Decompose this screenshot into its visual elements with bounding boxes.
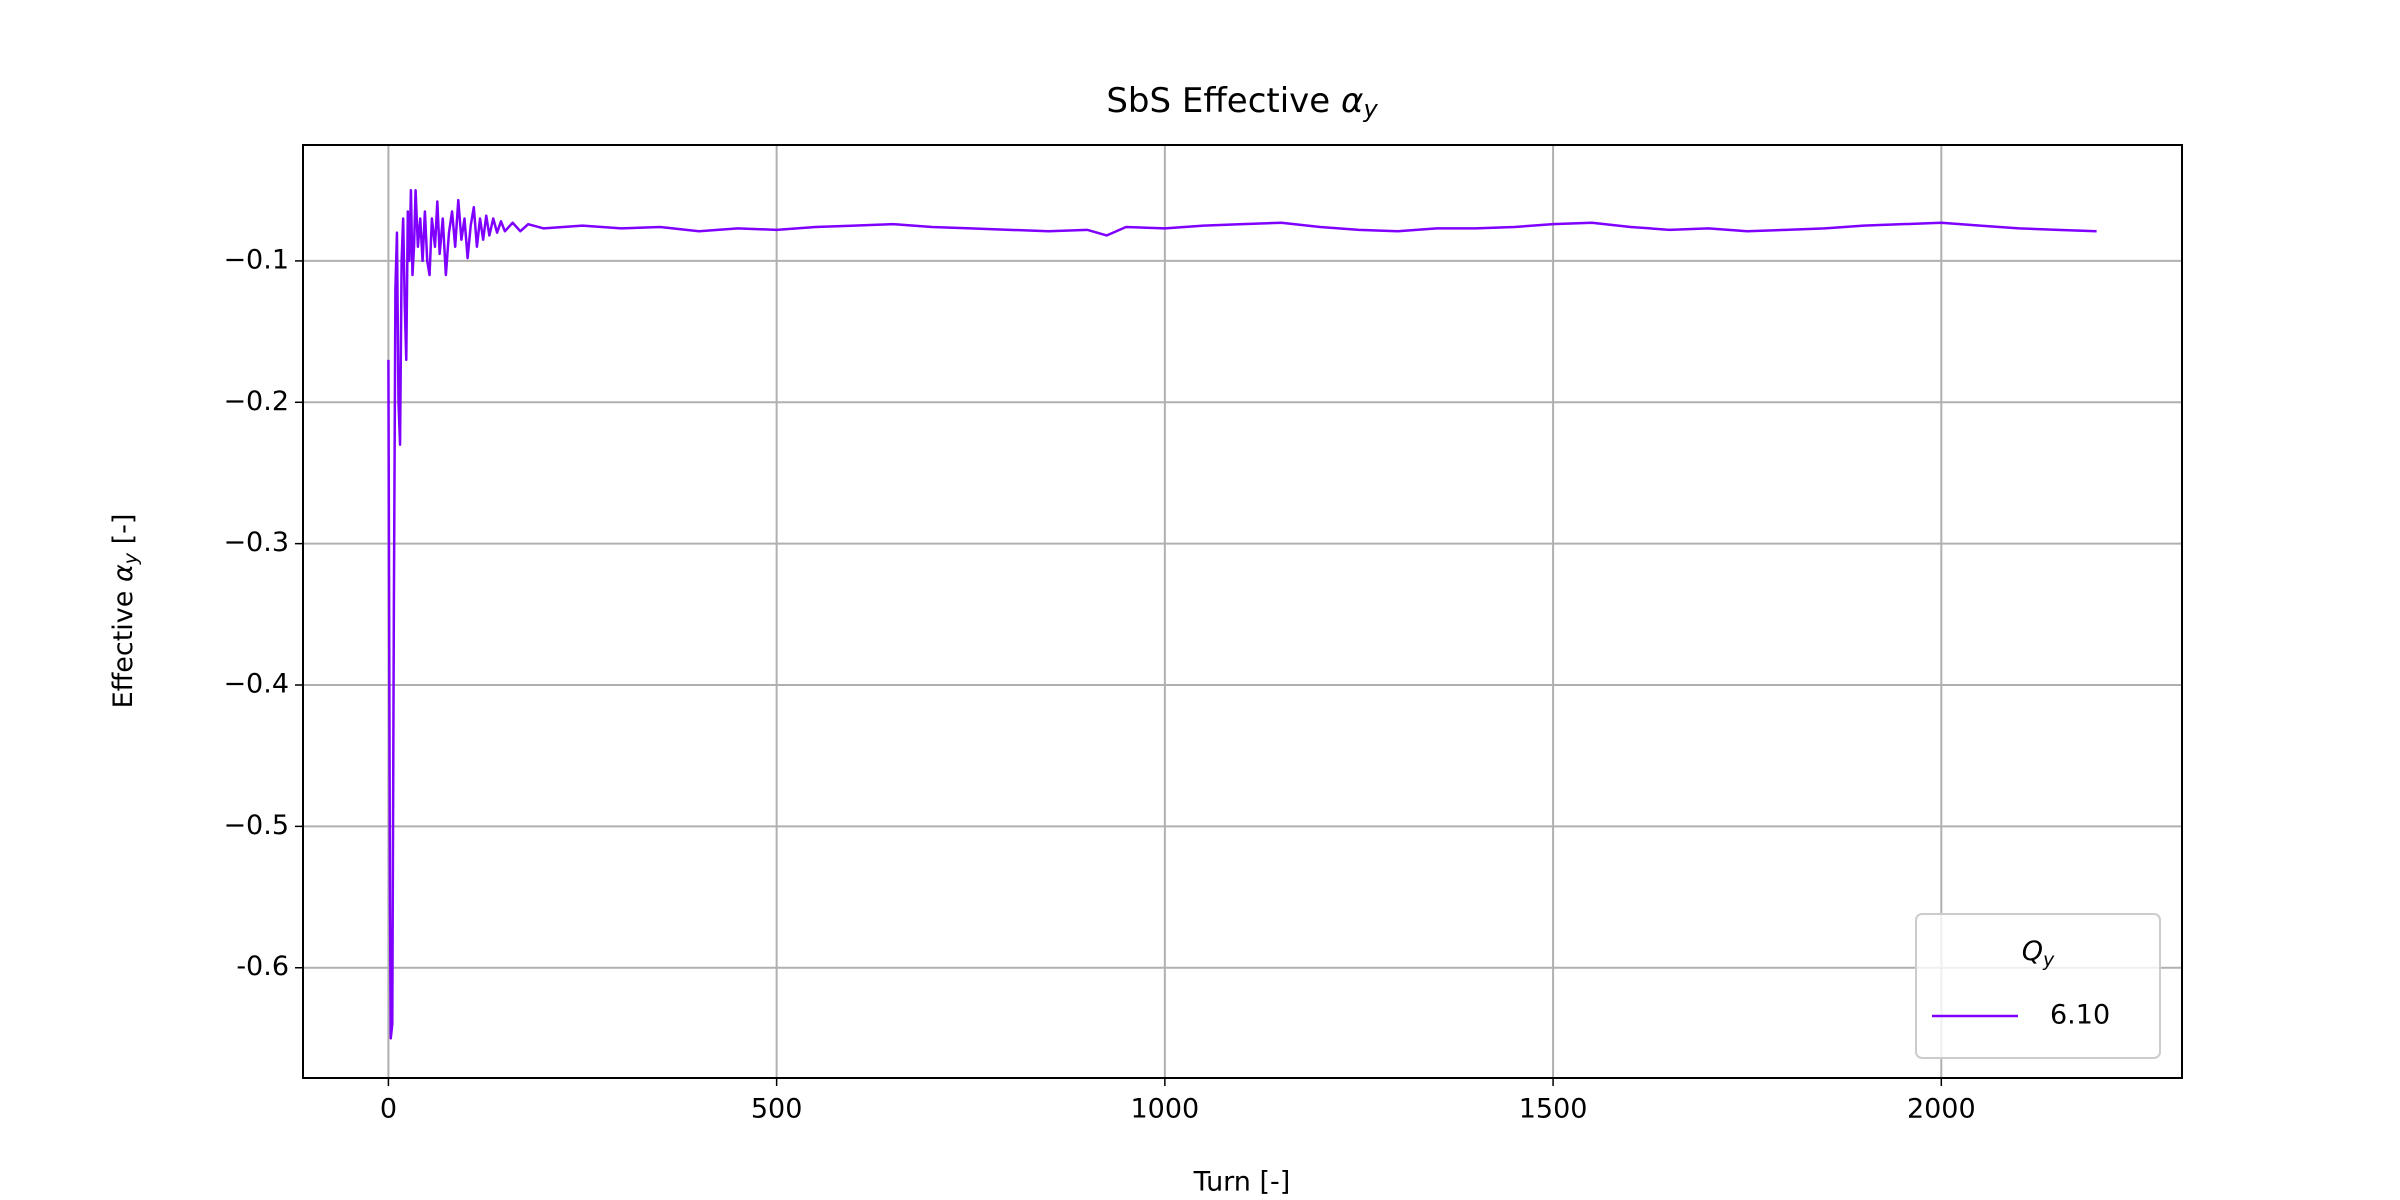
title-symbol: α — [1341, 81, 1363, 121]
x-tick-label: 2000 — [1907, 1094, 1976, 1125]
ylabel-subscript: y — [120, 552, 142, 565]
y-tick-label: −0.2 — [223, 386, 289, 417]
x-axis-label: Turn [-] — [1193, 1167, 1291, 1198]
title-text: SbS Effective — [1106, 81, 1330, 121]
legend-title-subscript: y — [2042, 949, 2055, 971]
y-tick-label: -0.6 — [236, 951, 289, 982]
y-tick-label: −0.5 — [223, 810, 289, 841]
ylabel-text: Effective — [108, 591, 139, 709]
x-tick-label: 1000 — [1130, 1094, 1199, 1125]
ylabel-symbol: α — [108, 564, 139, 582]
y-tick-label: −0.1 — [223, 244, 289, 275]
y-tick-label: −0.4 — [223, 669, 289, 700]
data-line — [387, 188, 2097, 1040]
ylabel-unit: [-] — [108, 514, 139, 545]
chart-title: SbS Effective αy — [1106, 81, 1378, 124]
plot-frame — [302, 144, 2183, 1079]
x-tick-label: 1500 — [1519, 1094, 1588, 1125]
y-tick-label: −0.3 — [223, 527, 289, 558]
y-axis-label: Effective αy [-] — [108, 514, 142, 709]
legend-title-symbol: Q — [2022, 936, 2043, 967]
x-tick-label: 500 — [751, 1094, 803, 1125]
x-tick-label: 0 — [380, 1094, 397, 1125]
legend-box — [1915, 913, 2161, 1059]
legend-title: Qy — [2022, 936, 2055, 971]
legend-label: 6.10 — [2050, 1000, 2110, 1031]
title-subscript: y — [1362, 95, 1378, 123]
